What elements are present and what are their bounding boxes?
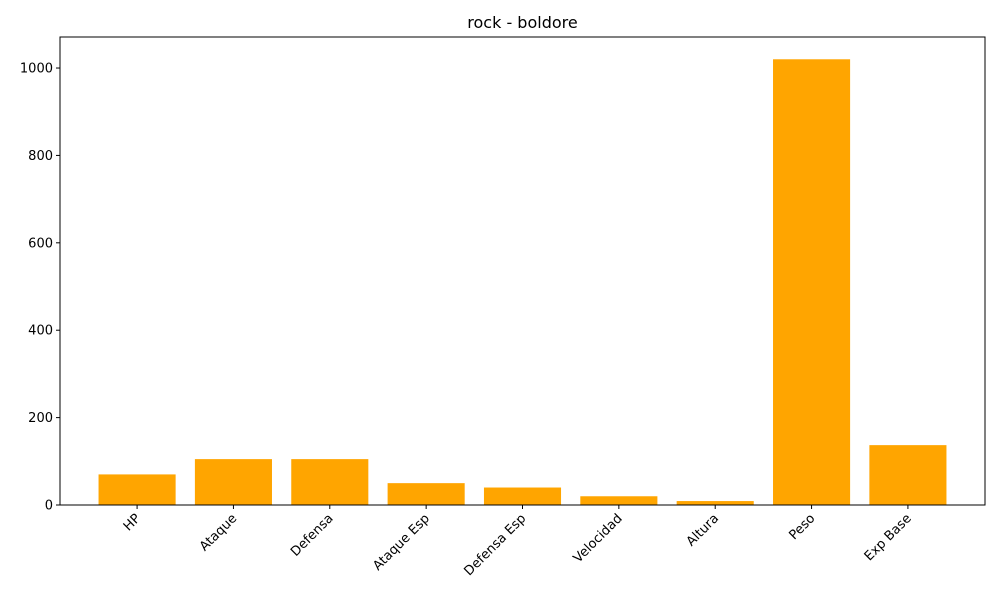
y-tick-label: 1000: [20, 62, 53, 77]
bar-ataque-esp: [387, 483, 465, 505]
y-axis-ticks: 0 200 400 600 800 1000: [20, 62, 60, 514]
bars-group: [98, 59, 947, 506]
x-tick-label: Velocidad: [571, 511, 626, 566]
bar-ataque: [194, 459, 272, 505]
bar-exp-base: [869, 445, 947, 505]
bar-hp: [98, 474, 176, 505]
x-tick-label: Exp Base: [862, 511, 915, 564]
bar-defensa-esp: [483, 487, 562, 505]
x-tick-label: Ataque: [197, 511, 240, 554]
chart-title: rock - boldore: [467, 13, 577, 32]
y-tick-label: 200: [28, 411, 53, 426]
x-tick-label: Ataque Esp: [370, 511, 433, 574]
bar-peso: [773, 59, 851, 506]
bar-defensa: [291, 459, 369, 505]
y-tick-label: 800: [28, 149, 53, 164]
x-tick-label: Peso: [786, 511, 818, 543]
x-tick-label: Defensa: [288, 511, 336, 559]
bar-altura: [676, 501, 754, 505]
y-tick-label: 400: [28, 324, 53, 339]
x-tick-label: HP: [121, 511, 144, 534]
y-tick-label: 600: [28, 236, 53, 251]
x-tick-label: Altura: [684, 511, 722, 549]
y-tick-label: 0: [45, 499, 53, 514]
x-axis-ticks: HP Ataque Defensa Ataque Esp Defensa Esp Velo…: [121, 505, 915, 579]
x-tick-label: Defensa Esp: [461, 511, 529, 579]
bar-velocidad: [580, 496, 658, 505]
